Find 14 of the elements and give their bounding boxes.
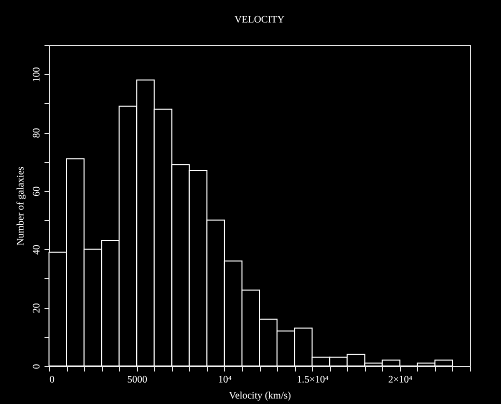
y-tick-label: 80 [32, 128, 42, 138]
chart-title: VELOCITY [234, 14, 284, 26]
x-tick-label: 5000 [127, 374, 148, 386]
y-tick-label: 100 [32, 67, 42, 82]
y-tick-label: 0 [32, 364, 42, 369]
y-tick-label: 60 [32, 186, 42, 196]
x-tick-label: 2×10⁴ [388, 374, 413, 386]
x-tick-label: 0 [50, 374, 54, 386]
x-tick-label: 10⁴ [218, 374, 232, 386]
x-tick-label: 1.5×10⁴ [296, 374, 329, 386]
y-tick-label: 20 [32, 303, 42, 314]
y-axis-title: Number of galaxies [16, 166, 26, 246]
x-axis-title: Velocity (km/s) [229, 390, 291, 402]
y-tick-label: 40 [32, 244, 42, 255]
